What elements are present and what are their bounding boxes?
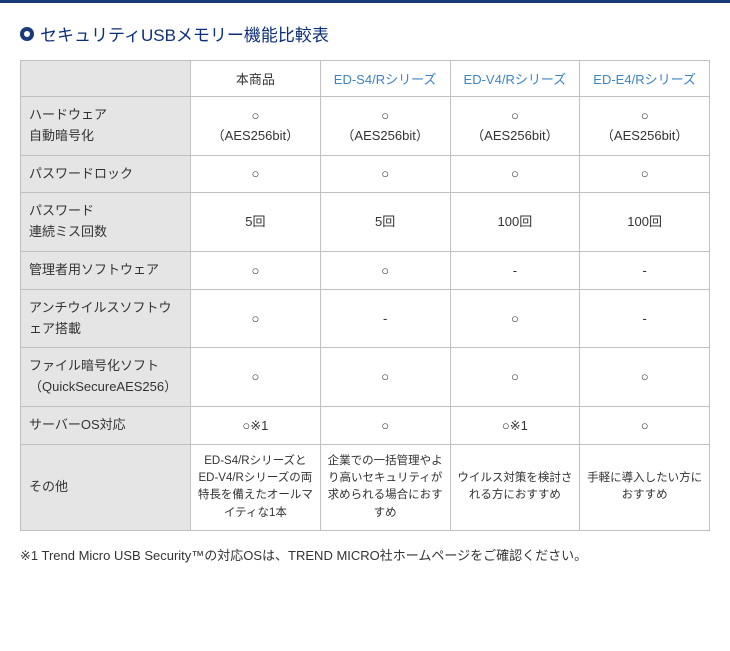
row-label-password-lock: パスワードロック bbox=[21, 155, 191, 193]
row-label-file-encrypt: ファイル暗号化ソフト（QuickSecureAES256） bbox=[21, 348, 191, 407]
header-empty bbox=[21, 61, 191, 97]
cell-value: ○※1 bbox=[191, 406, 321, 444]
comparison-table-wrapper: 本商品 ED-S4/Rシリーズ ED-V4/Rシリーズ ED-E4/Rシリーズ … bbox=[0, 60, 730, 531]
cell-value: ○ bbox=[580, 406, 710, 444]
cell-value: ○ bbox=[320, 348, 450, 407]
cell-value: ○ bbox=[450, 348, 580, 407]
table-row: ハードウェア自動暗号化 ○（AES256bit） ○（AES256bit） ○（… bbox=[21, 97, 710, 156]
bullet-icon bbox=[20, 27, 34, 41]
cell-value: 企業での一括管理やより高いセキュリティが求められる場合におすすめ bbox=[320, 444, 450, 530]
header-product-this: 本商品 bbox=[191, 61, 321, 97]
row-label-server-os: サーバーOS対応 bbox=[21, 406, 191, 444]
table-row: 管理者用ソフトウェア ○ ○ - - bbox=[21, 251, 710, 289]
table-row: アンチウイルスソフトウェア搭載 ○ - ○ - bbox=[21, 289, 710, 348]
cell-value: - bbox=[580, 289, 710, 348]
cell-value: 5回 bbox=[191, 193, 321, 252]
section-header: セキュリティUSBメモリー機能比較表 bbox=[0, 21, 730, 60]
cell-value: ○ bbox=[580, 155, 710, 193]
row-label-antivirus: アンチウイルスソフトウェア搭載 bbox=[21, 289, 191, 348]
cell-value: ED-S4/RシリーズとED-V4/Rシリーズの両特長を備えたオールマイティな1… bbox=[191, 444, 321, 530]
top-border bbox=[0, 0, 730, 3]
cell-value: 100回 bbox=[580, 193, 710, 252]
table-row: その他 ED-S4/RシリーズとED-V4/Rシリーズの両特長を備えたオールマイ… bbox=[21, 444, 710, 530]
cell-value: ○ bbox=[191, 155, 321, 193]
header-product-edv4r[interactable]: ED-V4/Rシリーズ bbox=[450, 61, 580, 97]
cell-value: 100回 bbox=[450, 193, 580, 252]
cell-value: ○ bbox=[580, 348, 710, 407]
cell-value: - bbox=[450, 251, 580, 289]
cell-value: ○ bbox=[450, 289, 580, 348]
row-label-hardware-encryption: ハードウェア自動暗号化 bbox=[21, 97, 191, 156]
cell-value: ○ bbox=[191, 289, 321, 348]
table-row: パスワードロック ○ ○ ○ ○ bbox=[21, 155, 710, 193]
row-label-admin-sw: 管理者用ソフトウェア bbox=[21, 251, 191, 289]
header-product-eds4r[interactable]: ED-S4/Rシリーズ bbox=[320, 61, 450, 97]
cell-value: 5回 bbox=[320, 193, 450, 252]
cell-value: - bbox=[580, 251, 710, 289]
footnote: ※1 Trend Micro USB Security™の対応OSは、TREND… bbox=[0, 531, 730, 578]
cell-value: ○（AES256bit） bbox=[320, 97, 450, 156]
cell-value: 手軽に導入したい方におすすめ bbox=[580, 444, 710, 530]
cell-value: ウイルス対策を検討される方におすすめ bbox=[450, 444, 580, 530]
table-header-row: 本商品 ED-S4/Rシリーズ ED-V4/Rシリーズ ED-E4/Rシリーズ bbox=[21, 61, 710, 97]
table-row: サーバーOS対応 ○※1 ○ ○※1 ○ bbox=[21, 406, 710, 444]
cell-value: ○ bbox=[320, 251, 450, 289]
cell-value: ○ bbox=[191, 251, 321, 289]
section-title: セキュリティUSBメモリー機能比較表 bbox=[40, 21, 329, 46]
cell-value: ○ bbox=[320, 155, 450, 193]
comparison-table: 本商品 ED-S4/Rシリーズ ED-V4/Rシリーズ ED-E4/Rシリーズ … bbox=[20, 60, 710, 531]
cell-value: ○（AES256bit） bbox=[580, 97, 710, 156]
cell-value: ○ bbox=[450, 155, 580, 193]
header-product-ede4r[interactable]: ED-E4/Rシリーズ bbox=[580, 61, 710, 97]
cell-value: - bbox=[320, 289, 450, 348]
cell-value: ○ bbox=[320, 406, 450, 444]
cell-value: ○（AES256bit） bbox=[191, 97, 321, 156]
cell-value: ○ bbox=[191, 348, 321, 407]
row-label-password-miss: パスワード連続ミス回数 bbox=[21, 193, 191, 252]
table-row: パスワード連続ミス回数 5回 5回 100回 100回 bbox=[21, 193, 710, 252]
table-row: ファイル暗号化ソフト（QuickSecureAES256） ○ ○ ○ ○ bbox=[21, 348, 710, 407]
cell-value: ○※1 bbox=[450, 406, 580, 444]
cell-value: ○（AES256bit） bbox=[450, 97, 580, 156]
row-label-other: その他 bbox=[21, 444, 191, 530]
